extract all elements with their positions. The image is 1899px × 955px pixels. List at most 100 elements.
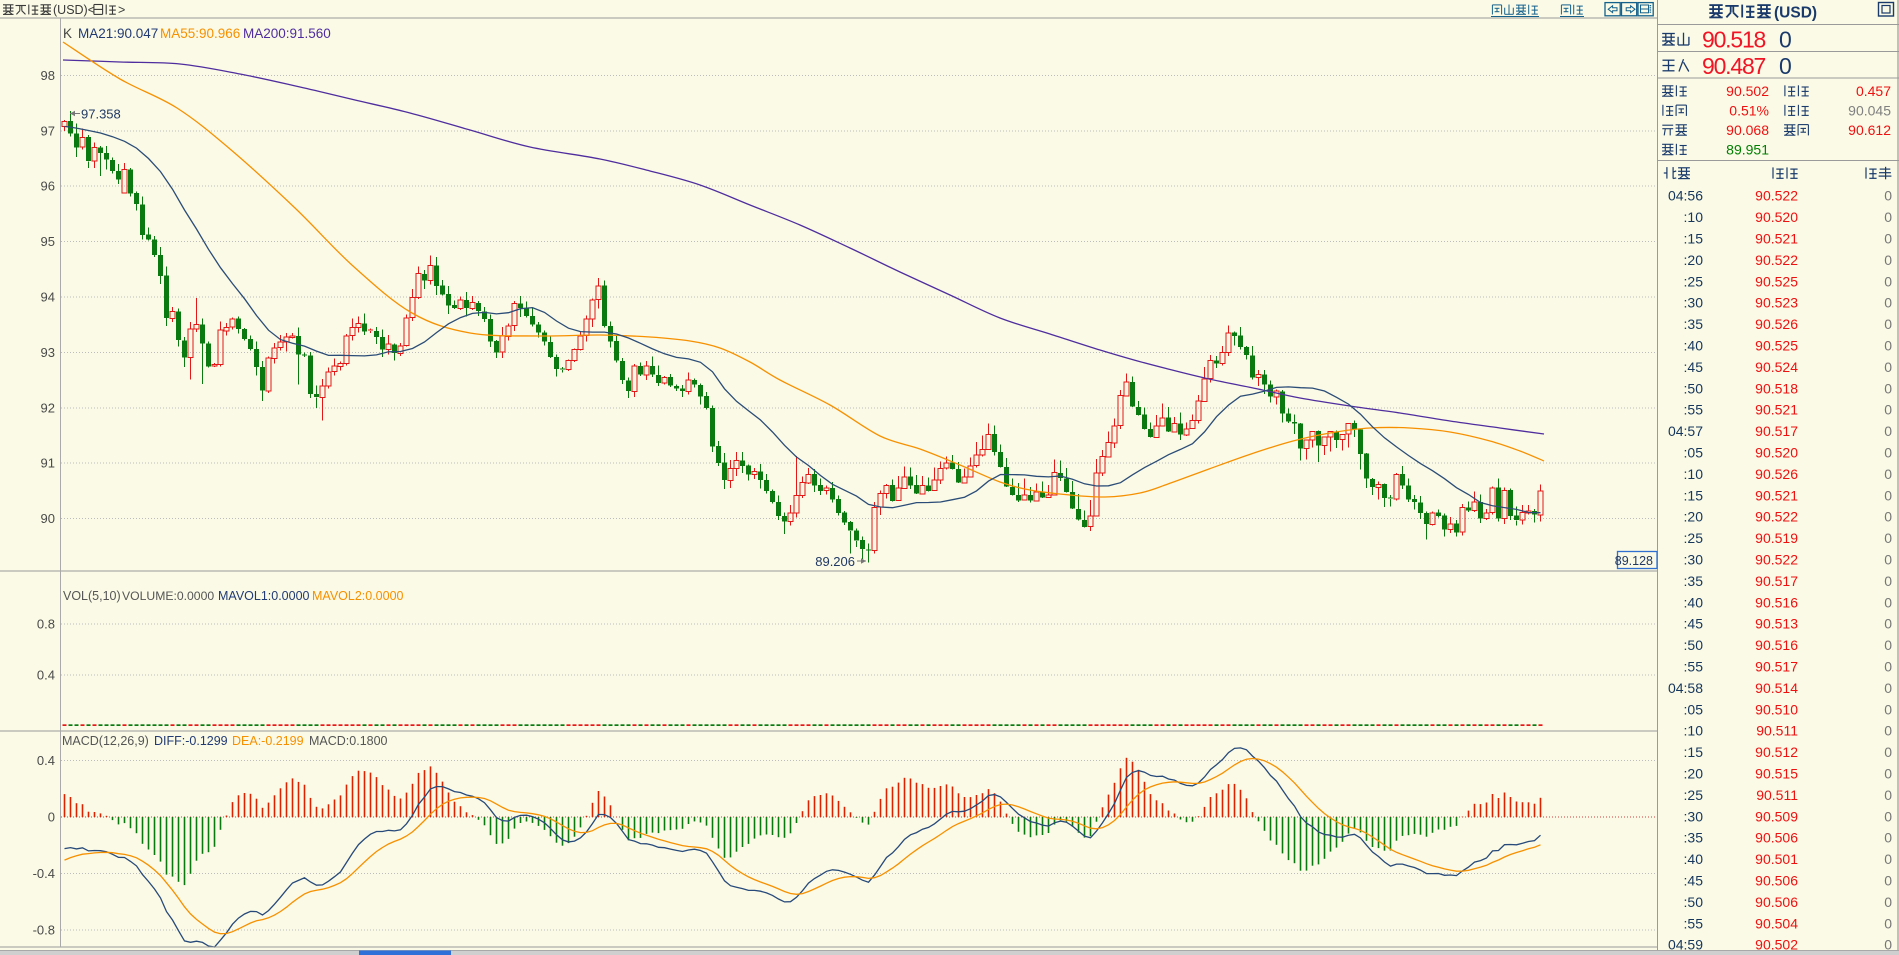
svg-text:04:56: 04:56: [1668, 188, 1703, 204]
svg-text:90.517: 90.517: [1755, 659, 1798, 675]
svg-text:90.520: 90.520: [1755, 445, 1798, 461]
svg-text:0: 0: [1884, 894, 1892, 910]
svg-text:90.513: 90.513: [1755, 616, 1798, 632]
svg-text:MA200:91.560: MA200:91.560: [243, 26, 331, 41]
svg-text::10: :10: [1684, 466, 1704, 482]
svg-text:90: 90: [41, 511, 55, 526]
svg-text:98: 98: [41, 68, 55, 83]
svg-text::25: :25: [1684, 530, 1704, 546]
svg-text:DIFF:-0.1299: DIFF:-0.1299: [154, 734, 228, 748]
svg-text:92: 92: [41, 400, 55, 415]
svg-text::15: :15: [1684, 487, 1704, 503]
svg-text:0: 0: [1884, 487, 1892, 503]
svg-text:90.511: 90.511: [1756, 723, 1798, 739]
svg-text::40: :40: [1684, 594, 1704, 610]
svg-text::45: :45: [1684, 616, 1704, 632]
svg-text:90.517: 90.517: [1755, 423, 1798, 439]
svg-text:90.519: 90.519: [1755, 530, 1798, 546]
svg-text:90.521: 90.521: [1755, 402, 1798, 418]
svg-text:0: 0: [1884, 209, 1892, 225]
svg-text::15: :15: [1684, 231, 1704, 247]
svg-text:89.951: 89.951: [1726, 142, 1769, 158]
svg-text:0: 0: [1884, 830, 1892, 846]
svg-text:0.4: 0.4: [37, 753, 55, 768]
svg-text:MACD(12,26,9): MACD(12,26,9): [62, 734, 149, 748]
svg-text::25: :25: [1684, 787, 1704, 803]
svg-text::20: :20: [1684, 766, 1704, 782]
svg-text:0: 0: [1884, 637, 1892, 653]
svg-text:0: 0: [1884, 552, 1892, 568]
svg-text:95: 95: [41, 234, 55, 249]
svg-text:90.501: 90.501: [1755, 851, 1798, 867]
svg-text:0: 0: [1884, 445, 1892, 461]
svg-text:90.506: 90.506: [1755, 894, 1798, 910]
svg-text:0: 0: [1884, 402, 1892, 418]
svg-text::40: :40: [1684, 338, 1704, 354]
svg-text:97.358: 97.358: [81, 107, 121, 122]
svg-text:0: 0: [1884, 873, 1892, 889]
svg-text::20: :20: [1684, 509, 1704, 525]
svg-text:DEA:-0.2199: DEA:-0.2199: [232, 734, 304, 748]
svg-text:0: 0: [1884, 231, 1892, 247]
svg-text:90.509: 90.509: [1755, 808, 1798, 824]
svg-text:0: 0: [48, 810, 55, 825]
svg-text:0: 0: [1779, 27, 1792, 53]
svg-text::30: :30: [1684, 808, 1704, 824]
svg-text::50: :50: [1684, 380, 1704, 396]
svg-text:97: 97: [41, 123, 55, 138]
svg-text:0: 0: [1884, 252, 1892, 268]
svg-text:90.502: 90.502: [1755, 937, 1798, 953]
svg-text:90.511: 90.511: [1756, 787, 1798, 803]
svg-text:0: 0: [1884, 466, 1892, 482]
svg-text:0: 0: [1884, 937, 1892, 953]
svg-text::15: :15: [1684, 744, 1704, 760]
svg-text::50: :50: [1684, 637, 1704, 653]
svg-text::40: :40: [1684, 851, 1704, 867]
svg-text:90.514: 90.514: [1755, 680, 1798, 696]
svg-text:0: 0: [1884, 723, 1892, 739]
svg-text:0.4: 0.4: [37, 668, 55, 683]
svg-text::55: :55: [1684, 659, 1704, 675]
svg-text:0: 0: [1884, 316, 1892, 332]
svg-text:93: 93: [41, 345, 55, 360]
svg-text:90.045: 90.045: [1848, 103, 1891, 119]
svg-text:0: 0: [1884, 359, 1892, 375]
svg-text::55: :55: [1684, 915, 1704, 931]
svg-text::45: :45: [1684, 873, 1704, 889]
svg-text:90.504: 90.504: [1755, 915, 1798, 931]
svg-text:90.516: 90.516: [1755, 594, 1798, 610]
svg-text:90.521: 90.521: [1755, 487, 1798, 503]
svg-text::50: :50: [1684, 894, 1704, 910]
svg-text:0: 0: [1884, 295, 1892, 311]
svg-text:90.506: 90.506: [1755, 873, 1798, 889]
svg-text:0: 0: [1884, 701, 1892, 717]
svg-text:04:57: 04:57: [1668, 423, 1703, 439]
svg-text:-0.8: -0.8: [33, 923, 55, 938]
svg-text:90.522: 90.522: [1755, 552, 1798, 568]
svg-text:90.525: 90.525: [1755, 273, 1798, 289]
svg-text:0: 0: [1884, 530, 1892, 546]
svg-text::55: :55: [1684, 402, 1704, 418]
svg-text::25: :25: [1684, 273, 1704, 289]
svg-text:MAVOL1:0.0000: MAVOL1:0.0000: [218, 589, 310, 603]
svg-text:90.502: 90.502: [1726, 83, 1769, 99]
svg-text:04:58: 04:58: [1668, 680, 1703, 696]
svg-text:04:59: 04:59: [1668, 937, 1703, 953]
svg-text:90.512: 90.512: [1755, 744, 1798, 760]
svg-text:90.522: 90.522: [1755, 252, 1798, 268]
svg-text:0: 0: [1884, 787, 1892, 803]
svg-text:>: >: [118, 3, 125, 17]
svg-text:90.526: 90.526: [1755, 316, 1798, 332]
svg-text:90.506: 90.506: [1755, 830, 1798, 846]
svg-text:0: 0: [1884, 573, 1892, 589]
svg-text:VOLUME:0.0000: VOLUME:0.0000: [122, 589, 214, 603]
svg-text:0: 0: [1884, 766, 1892, 782]
svg-text::35: :35: [1684, 573, 1704, 589]
svg-text:90.518: 90.518: [1702, 27, 1766, 53]
svg-text:0: 0: [1884, 616, 1892, 632]
svg-text::05: :05: [1684, 445, 1704, 461]
svg-text:90.510: 90.510: [1755, 701, 1798, 717]
svg-text:0: 0: [1884, 188, 1892, 204]
svg-text:MAVOL2:0.0000: MAVOL2:0.0000: [312, 589, 404, 603]
svg-text:(USD): (USD): [1774, 5, 1817, 22]
